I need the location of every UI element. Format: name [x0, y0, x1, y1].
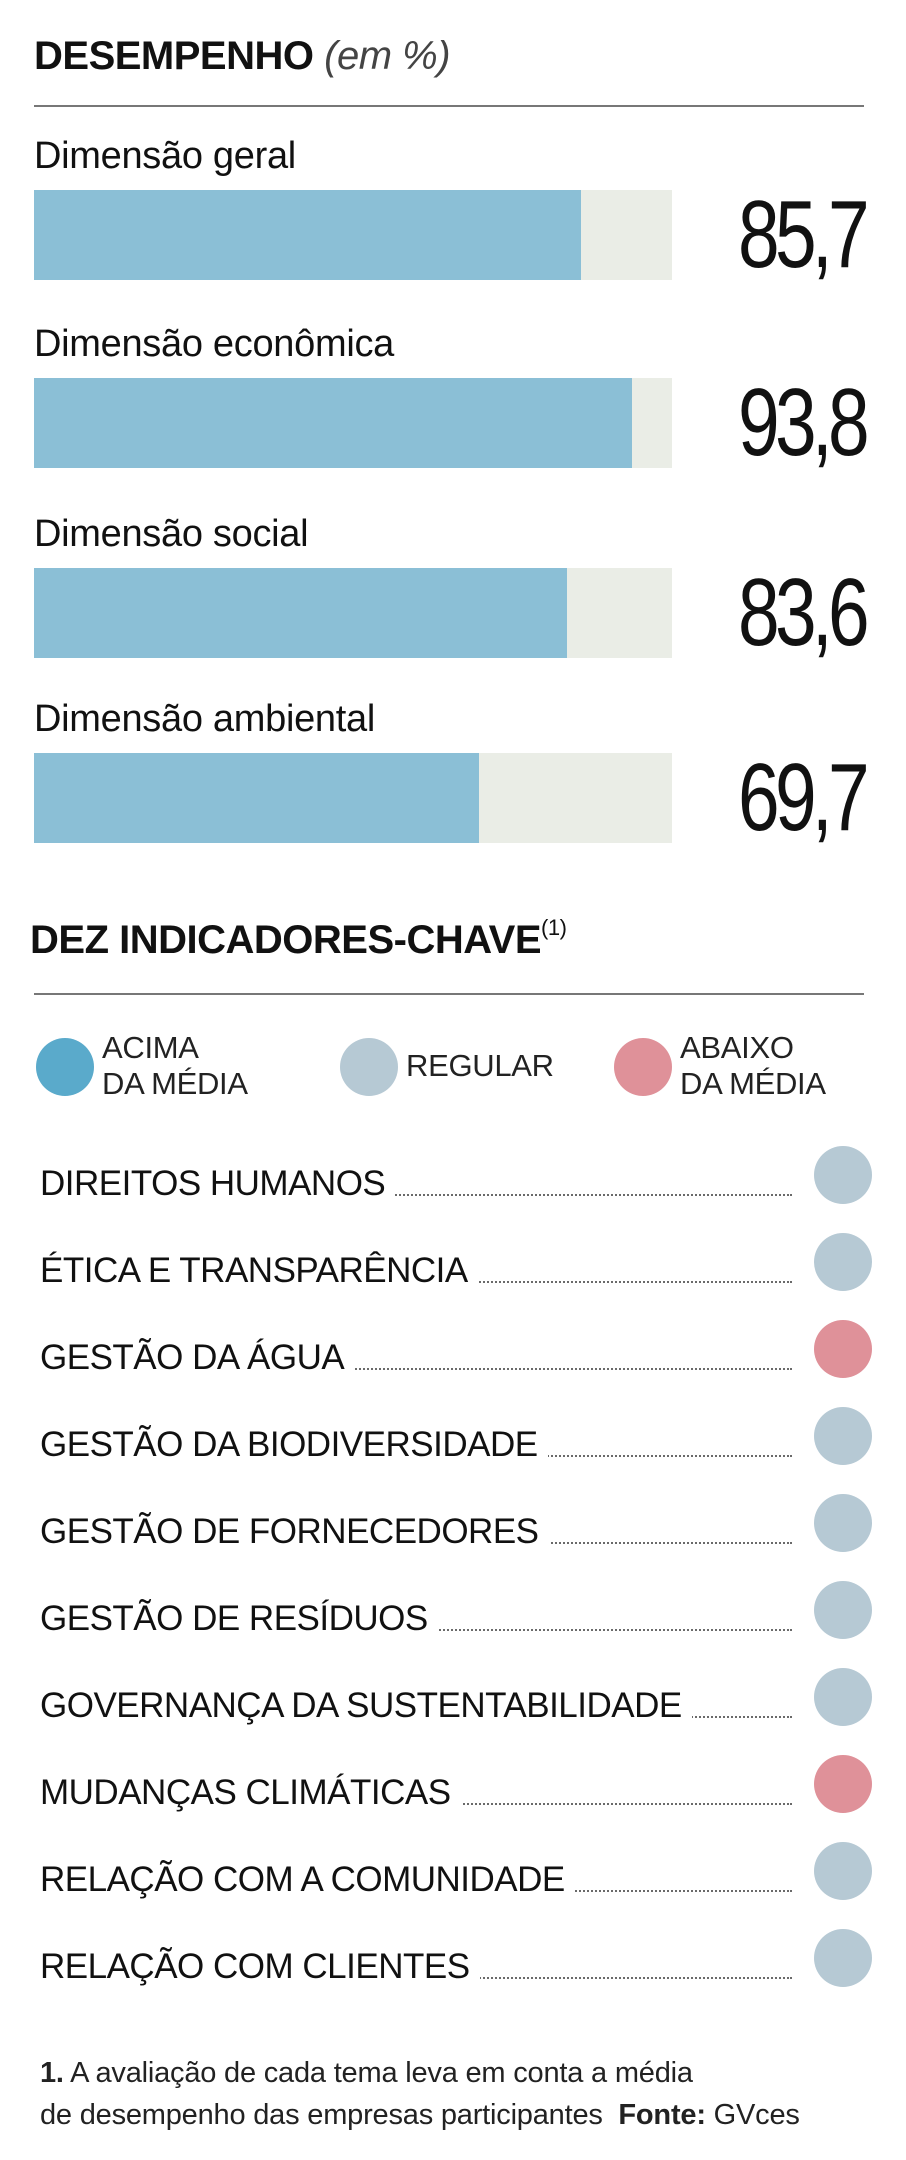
legend-label-regular: REGULAR [406, 1048, 554, 1083]
indicators-title: DEZ INDICADORES-CHAVE(1) [30, 915, 567, 963]
footnote: 1. A avaliação de cada tema leva em cont… [40, 2052, 800, 2136]
indicator-row: DIREITOS HUMANOS [40, 1146, 872, 1210]
indicator-label: GOVERNANÇA DA SUSTENTABILIDADE [40, 1686, 692, 1726]
bar-value-label: 69,7 [737, 744, 870, 851]
source-label: Fonte: [618, 2099, 706, 2131]
chart-title-unit: (em %) [324, 34, 451, 78]
status-dot [814, 1842, 872, 1900]
indicator-row: GESTÃO DA ÁGUA [40, 1320, 872, 1384]
bar-track [34, 378, 672, 468]
bar-track [34, 568, 672, 658]
legend-dot-above [36, 1038, 94, 1096]
indicator-label: MUDANÇAS CLIMÁTICAS [40, 1773, 461, 1813]
indicator-row: GESTÃO DE RESÍDUOS [40, 1581, 872, 1645]
indicator-row: RELAÇÃO COM CLIENTES [40, 1929, 872, 1993]
status-dot [814, 1494, 872, 1552]
bar [34, 378, 632, 468]
bar [34, 568, 567, 658]
bar [34, 753, 479, 843]
status-dot [814, 1755, 872, 1813]
indicator-label: GESTÃO DE FORNECEDORES [40, 1512, 549, 1552]
legend-label-below: ABAIXO DA MÉDIA [680, 1030, 826, 1101]
status-dot [814, 1146, 872, 1204]
status-dot [814, 1929, 872, 1987]
indicator-label: ÉTICA E TRANSPARÊNCIA [40, 1251, 478, 1291]
legend-dot-regular [340, 1038, 398, 1096]
legend-label-above: ACIMA DA MÉDIA [102, 1030, 248, 1101]
status-dot [814, 1581, 872, 1639]
indicator-row: ÉTICA E TRANSPARÊNCIA [40, 1233, 872, 1297]
indicator-label: RELAÇÃO COM CLIENTES [40, 1947, 480, 1987]
bar-label: Dimensão ambiental [34, 698, 375, 740]
title-divider [34, 105, 864, 107]
bar-track [34, 190, 672, 280]
bar-value-label: 85,7 [737, 181, 870, 288]
status-dot [814, 1668, 872, 1726]
bar-label: Dimensão social [34, 513, 309, 555]
source-name: GVces [713, 2099, 800, 2131]
bar-track [34, 753, 672, 843]
legend-dot-below [614, 1038, 672, 1096]
indicators-title-text: DEZ INDICADORES-CHAVE [30, 918, 542, 962]
status-dot [814, 1320, 872, 1378]
indicator-row: RELAÇÃO COM A COMUNIDADE [40, 1842, 872, 1906]
bar-label: Dimensão econômica [34, 323, 394, 365]
footnote-line-1: A avaliação de cada tema leva em conta a… [70, 2057, 693, 2089]
status-dot [814, 1233, 872, 1291]
indicator-row: MUDANÇAS CLIMÁTICAS [40, 1755, 872, 1819]
indicator-label: GESTÃO DE RESÍDUOS [40, 1599, 438, 1639]
indicator-row: GOVERNANÇA DA SUSTENTABILIDADE [40, 1668, 872, 1732]
status-dot [814, 1407, 872, 1465]
bar-label: Dimensão geral [34, 135, 296, 177]
chart-title: DESEMPENHO (em %) [34, 34, 451, 79]
indicator-label: RELAÇÃO COM A COMUNIDADE [40, 1860, 575, 1900]
indicator-label: GESTÃO DA ÁGUA [40, 1338, 355, 1378]
indicators-divider [34, 993, 864, 995]
footnote-number: 1. [40, 2057, 64, 2089]
indicator-row: GESTÃO DE FORNECEDORES [40, 1494, 872, 1558]
bar [34, 190, 581, 280]
dot-leader [40, 1194, 792, 1196]
indicator-label: GESTÃO DA BIODIVERSIDADE [40, 1425, 548, 1465]
indicators-title-note: (1) [541, 915, 567, 940]
indicator-label: DIREITOS HUMANOS [40, 1164, 396, 1204]
footnote-line-2: de desempenho das empresas participantes [40, 2099, 603, 2131]
chart-title-text: DESEMPENHO [34, 34, 314, 78]
indicator-row: GESTÃO DA BIODIVERSIDADE [40, 1407, 872, 1471]
bar-value-label: 93,8 [737, 369, 870, 476]
bar-value-label: 83,6 [737, 559, 870, 666]
dot-leader [40, 1368, 792, 1370]
